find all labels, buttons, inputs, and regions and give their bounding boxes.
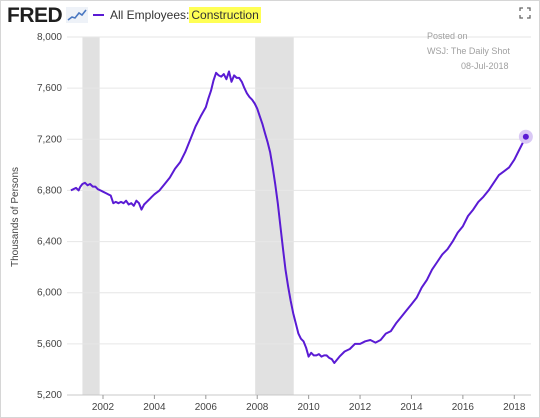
recession-band: [82, 37, 100, 395]
series-title-prefix: All Employees:: [110, 8, 190, 22]
series-group: [70, 70, 533, 364]
watermark-line-2: WSJ: The Daily Shot: [427, 46, 510, 56]
y-tick-label: 5,600: [37, 339, 62, 350]
y-tick-label: 7,600: [37, 83, 62, 94]
chart-header: FRED All Employees: Construction: [1, 1, 539, 29]
x-axis-ticks: 2002 2004 2006 2008 2010 2012 2014 2016 2018: [67, 394, 531, 413]
sparkline-icon: [66, 7, 88, 23]
expand-icon[interactable]: [519, 7, 531, 19]
x-tick-label: 2018: [503, 402, 526, 413]
x-tick-label: 2006: [195, 402, 218, 413]
x-tick-label: 2016: [452, 402, 475, 413]
x-tick-label: 2008: [246, 402, 269, 413]
y-tick-label: 6,000: [37, 288, 62, 299]
recession-shading-group: [82, 37, 294, 395]
y-tick-label: 5,200: [37, 390, 62, 401]
watermark-line-3: 08-Jul-2018: [461, 61, 509, 71]
x-tick-label: 2012: [349, 402, 372, 413]
x-tick-label: 2010: [298, 402, 321, 413]
x-tick-label: 2002: [92, 402, 115, 413]
series-line-construction: [70, 70, 527, 364]
x-tick-label: 2004: [143, 402, 166, 413]
y-tick-label: 6,800: [37, 185, 62, 196]
x-tick-label: 2014: [400, 402, 423, 413]
y-tick-label: 8,000: [37, 32, 62, 43]
y-axis-label: Thousands of Persons: [10, 167, 21, 267]
recession-band: [255, 37, 294, 395]
grid-lines: [67, 36, 531, 396]
legend-line-swatch: [93, 14, 104, 16]
endpoint-marker: [522, 133, 529, 140]
series-title: All Employees: Construction: [93, 7, 261, 23]
y-tick-label: 6,400: [37, 237, 62, 248]
y-tick-label: 7,200: [37, 134, 62, 145]
watermark-line-1: Posted on: [427, 31, 468, 41]
series-title-highlight: Construction: [189, 7, 261, 23]
y-axis-ticks: 5,200 5,600 6,000 6,400 6,800 7,200 7,600 8,000: [37, 32, 62, 401]
fred-logo[interactable]: FRED: [7, 4, 63, 27]
